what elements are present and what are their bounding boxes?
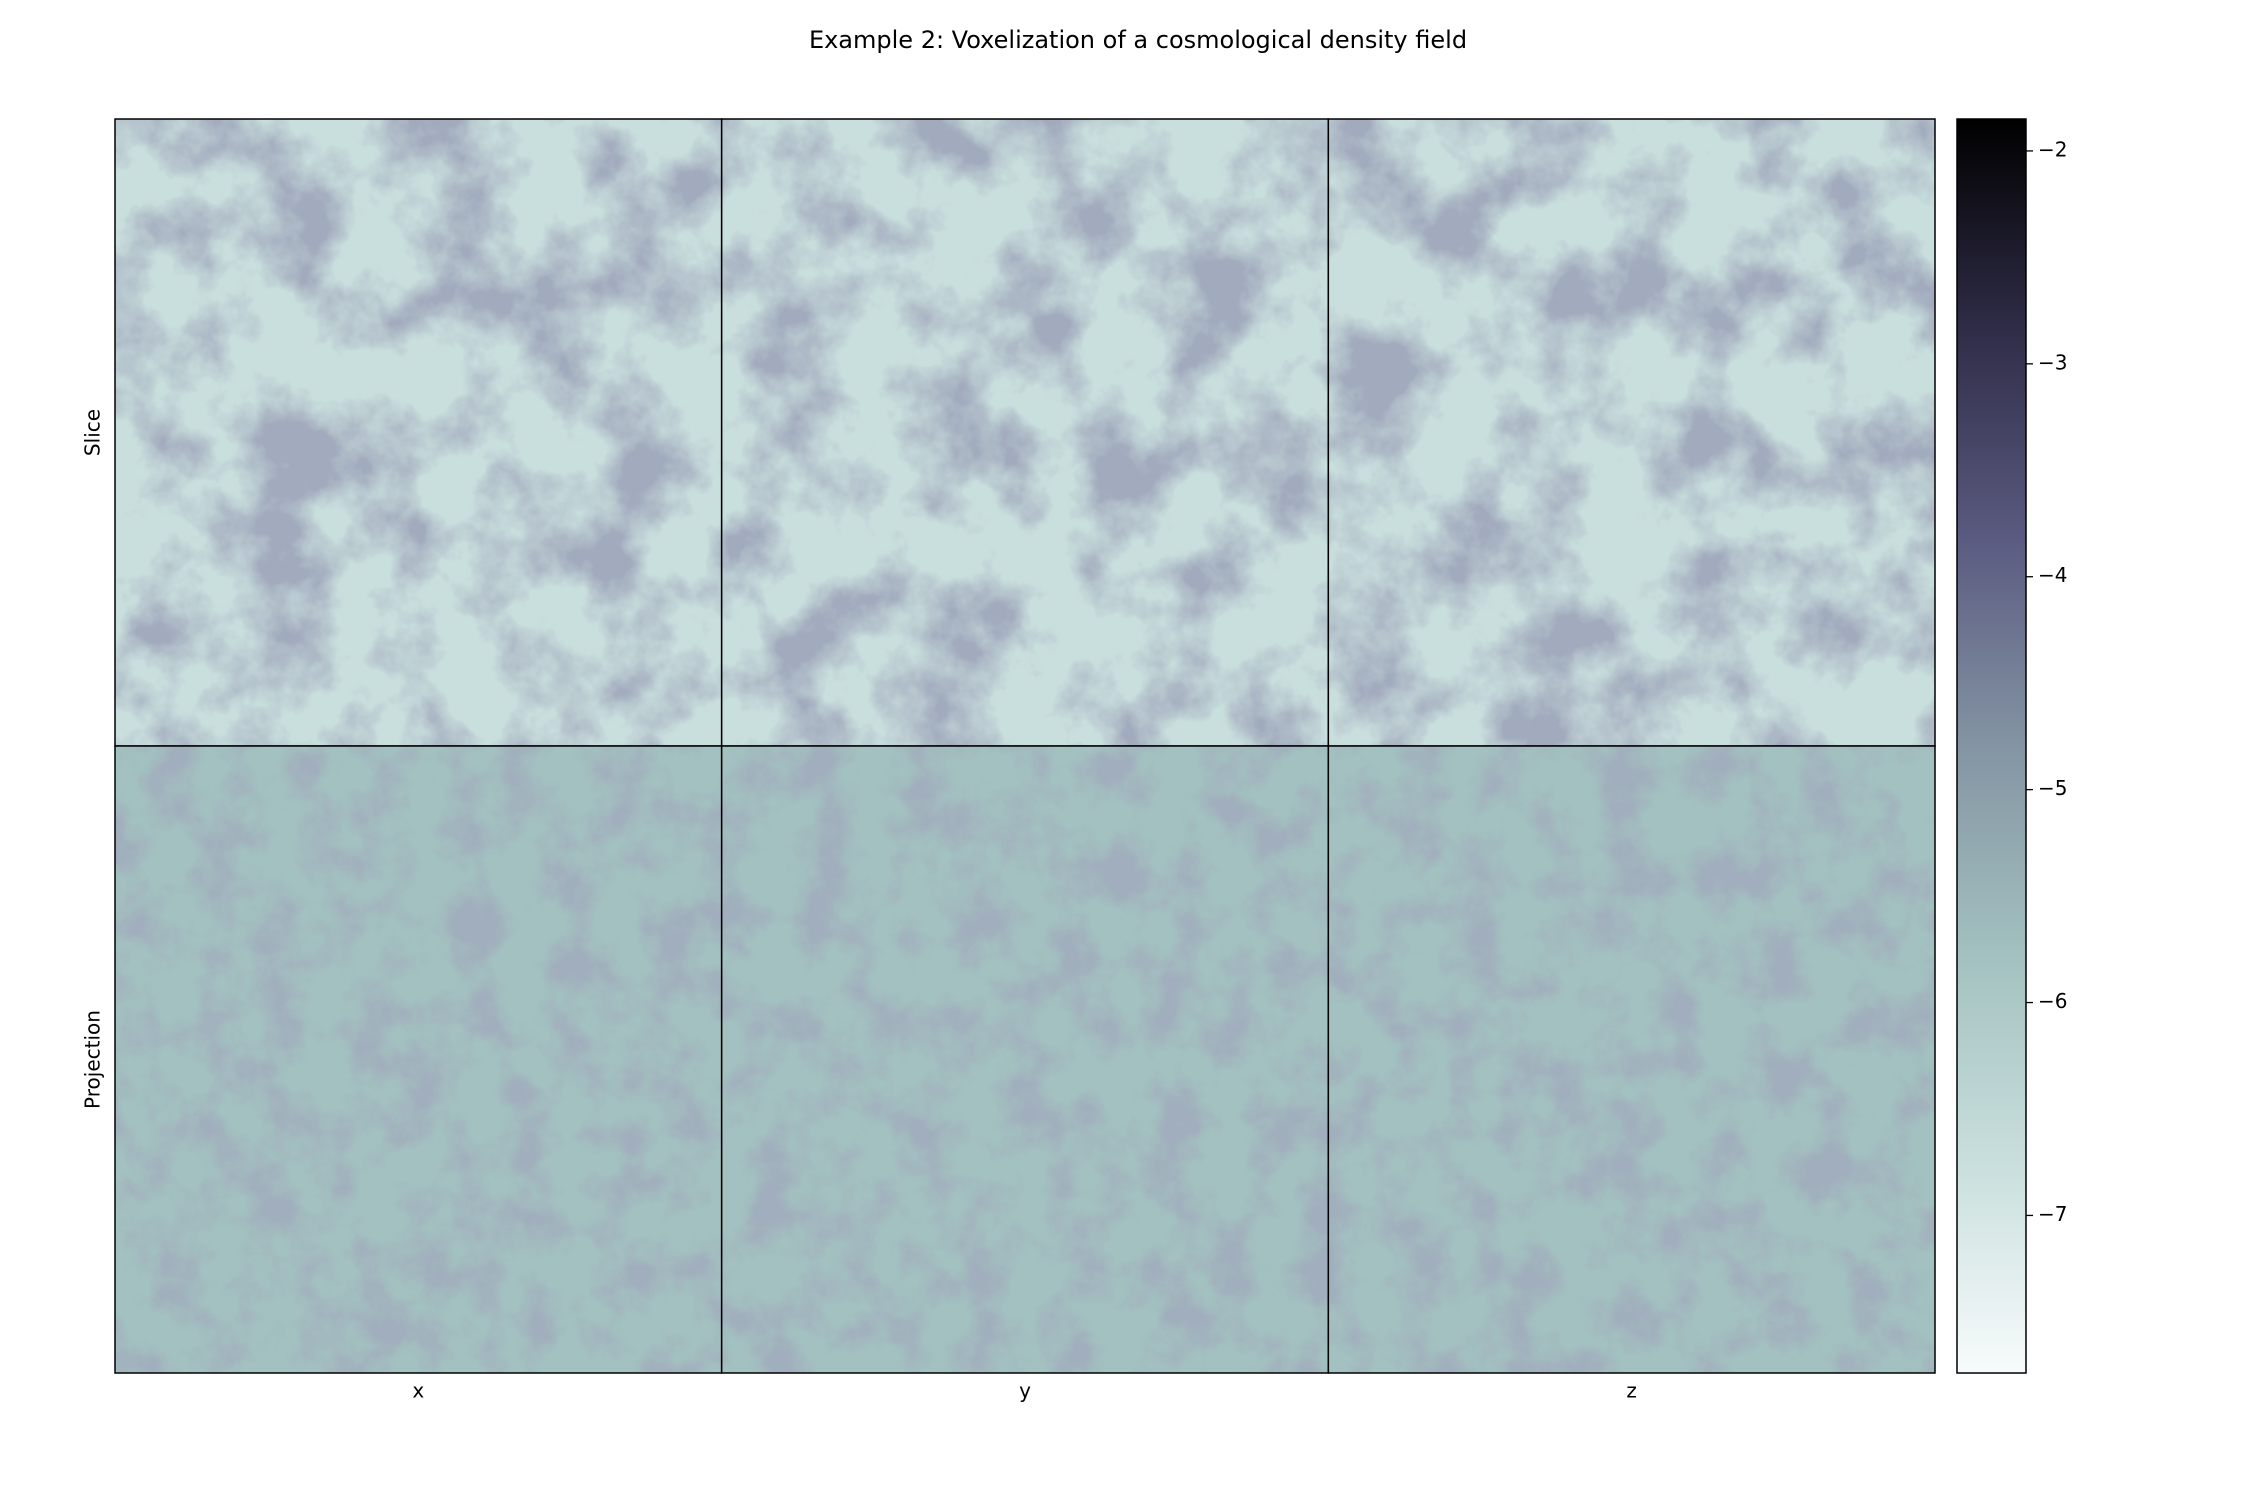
colorbar-tick-label: −7 <box>2038 1202 2067 1226</box>
colorbar-tick-label: −4 <box>2038 563 2067 587</box>
row-label: Projection <box>81 1010 105 1109</box>
colorbar <box>1956 118 2027 1374</box>
colorbar-tick-label: −3 <box>2038 350 2067 374</box>
density-texture <box>721 119 1329 746</box>
density-texture <box>115 119 722 746</box>
colorbar-tick-label: −2 <box>2038 137 2067 161</box>
density-texture <box>115 746 722 1373</box>
colorbar-tick-label: −5 <box>2038 776 2067 800</box>
chart-title: Example 2: Voxelization of a cosmologica… <box>809 26 1467 54</box>
panels <box>114 118 1936 1374</box>
panel-frame <box>1327 745 1936 1374</box>
density-texture <box>721 746 1329 1373</box>
density-texture <box>1328 746 1935 1373</box>
colorbar-tick-label: −6 <box>2038 989 2067 1013</box>
row-label: Slice <box>81 409 105 456</box>
density-texture <box>1328 119 1935 746</box>
col-label: y <box>1019 1379 1031 1403</box>
col-label: z <box>1626 1379 1637 1403</box>
col-label: x <box>412 1379 424 1403</box>
